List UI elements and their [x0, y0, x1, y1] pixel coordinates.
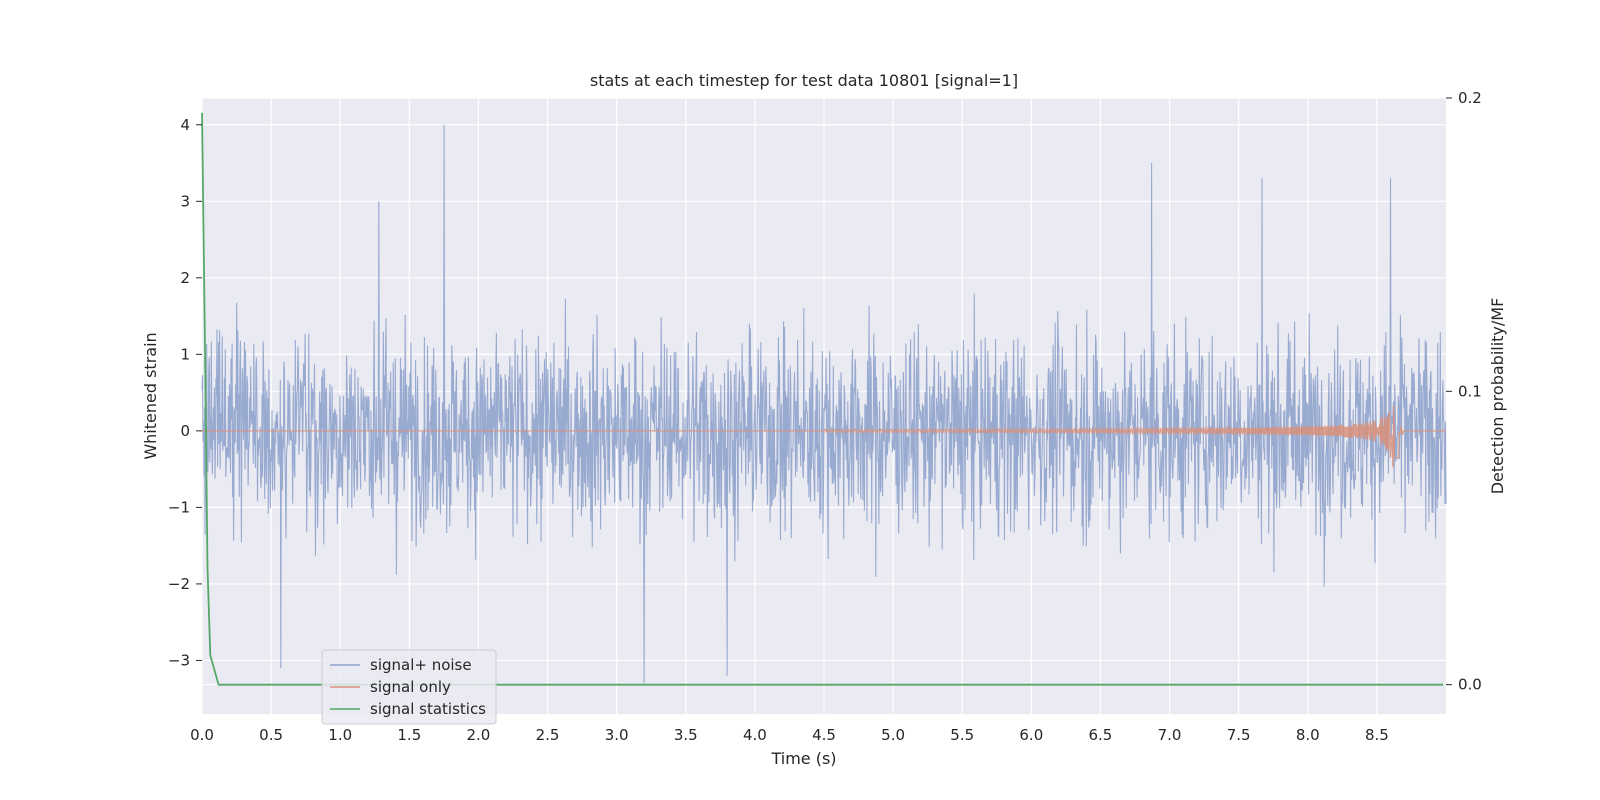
legend: signal+ noise signal only signal statist…: [321, 649, 497, 725]
y-tick-label: 0: [180, 422, 190, 440]
x-tick-label: 3.0: [605, 726, 629, 744]
y-tick-label: 4: [180, 116, 190, 134]
x-tick-label: 1.5: [397, 726, 421, 744]
chart-title: stats at each timestep for test data 108…: [590, 71, 1018, 90]
y-axis-label: Whitened strain: [141, 332, 160, 459]
x-tick-label: 3.5: [674, 726, 698, 744]
x-tick-label: 4.0: [743, 726, 767, 744]
x-tick-label: 1.0: [328, 726, 352, 744]
y-right-axis-ticks: 0.0 0.1 0.2: [1446, 89, 1482, 694]
series-signal-noise: [201, 124, 1447, 684]
x-tick-label: 8.5: [1365, 726, 1389, 744]
x-tick-label: 6.5: [1089, 726, 1113, 744]
x-axis-label: Time (s): [770, 749, 836, 768]
x-tick-label: 5.5: [950, 726, 974, 744]
y-tick-label: −1: [168, 498, 190, 516]
y-right-tick-label: 0.1: [1458, 382, 1482, 400]
noise-trace: [201, 124, 1447, 684]
legend-label-signal-only: signal only: [370, 678, 451, 696]
y-right-tick-label: 0.2: [1458, 89, 1482, 107]
y-right-axis-label: Detection probability/MF: [1488, 298, 1507, 495]
x-tick-label: 6.0: [1019, 726, 1043, 744]
y-tick-label: 3: [180, 192, 190, 210]
x-tick-label: 5.0: [881, 726, 905, 744]
series-signal-only: [202, 405, 1446, 468]
y-right-tick-label: 0.0: [1458, 676, 1482, 694]
y-tick-label: 2: [180, 269, 190, 287]
x-tick-label: 7.5: [1227, 726, 1251, 744]
y-tick-label: −3: [168, 651, 190, 669]
y-tick-label: 1: [180, 345, 190, 363]
x-axis-ticks: 0.0 0.5 1.0 1.5 2.0 2.5 3.0 3.5 4.0 4.5 5.0 5.5 6.0 6…: [190, 726, 1389, 744]
y-tick-label: −2: [168, 575, 190, 593]
x-tick-label: 2.0: [467, 726, 491, 744]
x-tick-label: 2.5: [536, 726, 560, 744]
signal-trace: [202, 405, 1446, 468]
x-tick-label: 0.0: [190, 726, 214, 744]
x-tick-label: 4.5: [812, 726, 836, 744]
x-tick-label: 7.0: [1158, 726, 1182, 744]
legend-label-signal-noise: signal+ noise: [370, 656, 472, 674]
legend-box: [321, 649, 497, 725]
x-tick-label: 8.0: [1296, 726, 1320, 744]
x-tick-label: 0.5: [259, 726, 283, 744]
y-axis-ticks: −3 −2 −1 0 1 2 3 4: [168, 116, 202, 669]
legend-label-signal-statistics: signal statistics: [370, 700, 486, 718]
